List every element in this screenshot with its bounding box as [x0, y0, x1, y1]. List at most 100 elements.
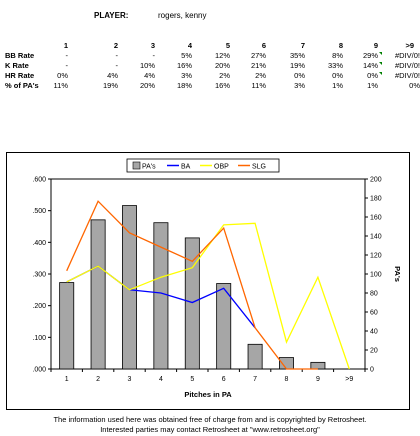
table-cell: 0%: [332, 71, 343, 80]
bar-pas: [59, 282, 75, 370]
column-header: 7: [300, 41, 305, 50]
x-axis-tick-label: 5: [190, 376, 194, 383]
table-cell: 29%: [362, 51, 378, 60]
error-flag-icon: [379, 62, 382, 65]
right-axis-tick-label: 160: [370, 215, 382, 222]
column-header: 9: [373, 41, 378, 50]
player-label: PLAYER:: [94, 11, 129, 20]
x-axis-tick-label: 6: [222, 376, 226, 383]
left-axis-tick-label: .100: [32, 335, 46, 342]
x-axis-tick-label: 3: [128, 376, 132, 383]
column-header: 5: [225, 41, 230, 50]
table-cell: 16%: [176, 61, 192, 70]
right-axis-title: PA's: [393, 266, 402, 282]
right-axis-tick-label: 200: [370, 177, 382, 184]
table-cell: 33%: [327, 61, 343, 70]
table-cell: 3%: [294, 81, 305, 90]
table-cell: #DIV/0!: [394, 51, 420, 60]
line-slg: [66, 200, 318, 370]
table-cell: 19%: [289, 61, 305, 70]
column-header: >9: [405, 41, 414, 50]
chart-frame: .000 .100 .200 .300 .400 .500 .600 0 20 40 60 80 100…: [6, 152, 410, 410]
left-axis-tick-label: .600: [32, 177, 46, 184]
table-cell: 12%: [214, 51, 230, 60]
left-axis-tick-label: .500: [32, 208, 46, 215]
x-axis-tick-label: 4: [159, 376, 163, 383]
table-cell: 5%: [181, 51, 192, 60]
table-cell: 0%: [294, 71, 305, 80]
right-axis-tick-label: 80: [370, 291, 378, 298]
legend-swatch-pas: [132, 161, 141, 170]
table-cell: 21%: [250, 61, 266, 70]
right-axis-tick-label: 140: [370, 234, 382, 241]
bar-pas: [216, 283, 232, 370]
table-cell: 35%: [289, 51, 305, 60]
x-axis-tick-label: 9: [316, 376, 320, 383]
table-cell: -: [152, 51, 156, 60]
table-cell: 2%: [255, 71, 266, 80]
table-cell: -: [65, 51, 69, 60]
row-label: K Rate: [5, 61, 29, 70]
table-cell: 0%: [409, 81, 420, 90]
table-cell: 0%: [367, 71, 378, 80]
legend-label: BA: [181, 164, 191, 171]
column-header: 2: [113, 41, 118, 50]
table-cell: 20%: [214, 61, 230, 70]
table-cell: 0%: [57, 71, 68, 80]
player-name: rogers, kenny: [158, 11, 207, 20]
x-axis-tick-label: >9: [345, 376, 353, 383]
left-axis-tick-label: .200: [32, 303, 46, 310]
row-label: HR Rate: [5, 71, 35, 80]
table-cell: -: [115, 61, 119, 70]
row-label: BB Rate: [5, 51, 35, 60]
footer-line-1: The information used here was obtained f…: [53, 415, 367, 424]
x-axis-title: Pitches in PA: [184, 390, 232, 399]
column-header: 3: [150, 41, 155, 50]
table-cell: 14%: [362, 61, 378, 70]
table-cell: 4%: [107, 71, 118, 80]
table-cell: 2%: [219, 71, 230, 80]
table-cell: 20%: [139, 81, 155, 90]
table-cell: #DIV/0!: [394, 61, 420, 70]
table-cell: 4%: [144, 71, 155, 80]
table-cell: -: [115, 51, 119, 60]
legend-label: OBP: [214, 164, 229, 171]
x-axis-tick-label: 1: [65, 376, 69, 383]
error-flag-icon: [379, 72, 382, 75]
error-flag-icon: [379, 52, 382, 55]
bar-pas: [247, 343, 263, 370]
right-axis-tick-label: 20: [370, 348, 378, 355]
column-header: 8: [338, 41, 343, 50]
left-axis-tick-label: .400: [32, 240, 46, 247]
table-cell: 10%: [139, 61, 155, 70]
bar-pas: [90, 219, 106, 370]
legend-label: PA's: [142, 164, 156, 171]
line-obp: [66, 222, 350, 370]
x-axis-tick-label: 8: [285, 376, 289, 383]
right-axis-tick-label: 180: [370, 196, 382, 203]
x-axis-tick-label: 7: [253, 376, 257, 383]
footer-line-2: Interested parties may contact Retroshee…: [100, 425, 320, 434]
table-cell: 18%: [176, 81, 192, 90]
table-cell: 1%: [332, 81, 343, 90]
row-label: % of PA's: [5, 81, 39, 90]
table-cell: 1%: [367, 81, 378, 90]
bar-pas: [153, 222, 169, 370]
table-cell: 11%: [53, 81, 68, 90]
table-cell: 3%: [181, 71, 192, 80]
right-axis-tick-label: 40: [370, 329, 378, 336]
table-cell: -: [65, 61, 69, 70]
right-axis-tick-label: 120: [370, 253, 382, 260]
right-axis-tick-label: 100: [370, 272, 382, 279]
table-cell: 16%: [214, 81, 230, 90]
stats-table: 1 2 3 4 5 6 7 8 9 >9 BB Rate - - -5% 12% 27% 35% 8% 29% #DI…: [0, 0, 420, 100]
legend-label: SLG: [252, 164, 266, 171]
column-header: 4: [187, 41, 192, 50]
left-axis-tick-label: .300: [32, 272, 46, 279]
bar-pas: [184, 237, 200, 370]
x-axis-tick-label: 2: [96, 376, 100, 383]
table-cell: 27%: [250, 51, 266, 60]
bar-pas: [310, 361, 326, 370]
table-cell: #DIV/0!: [394, 71, 420, 80]
column-header: 6: [261, 41, 266, 50]
